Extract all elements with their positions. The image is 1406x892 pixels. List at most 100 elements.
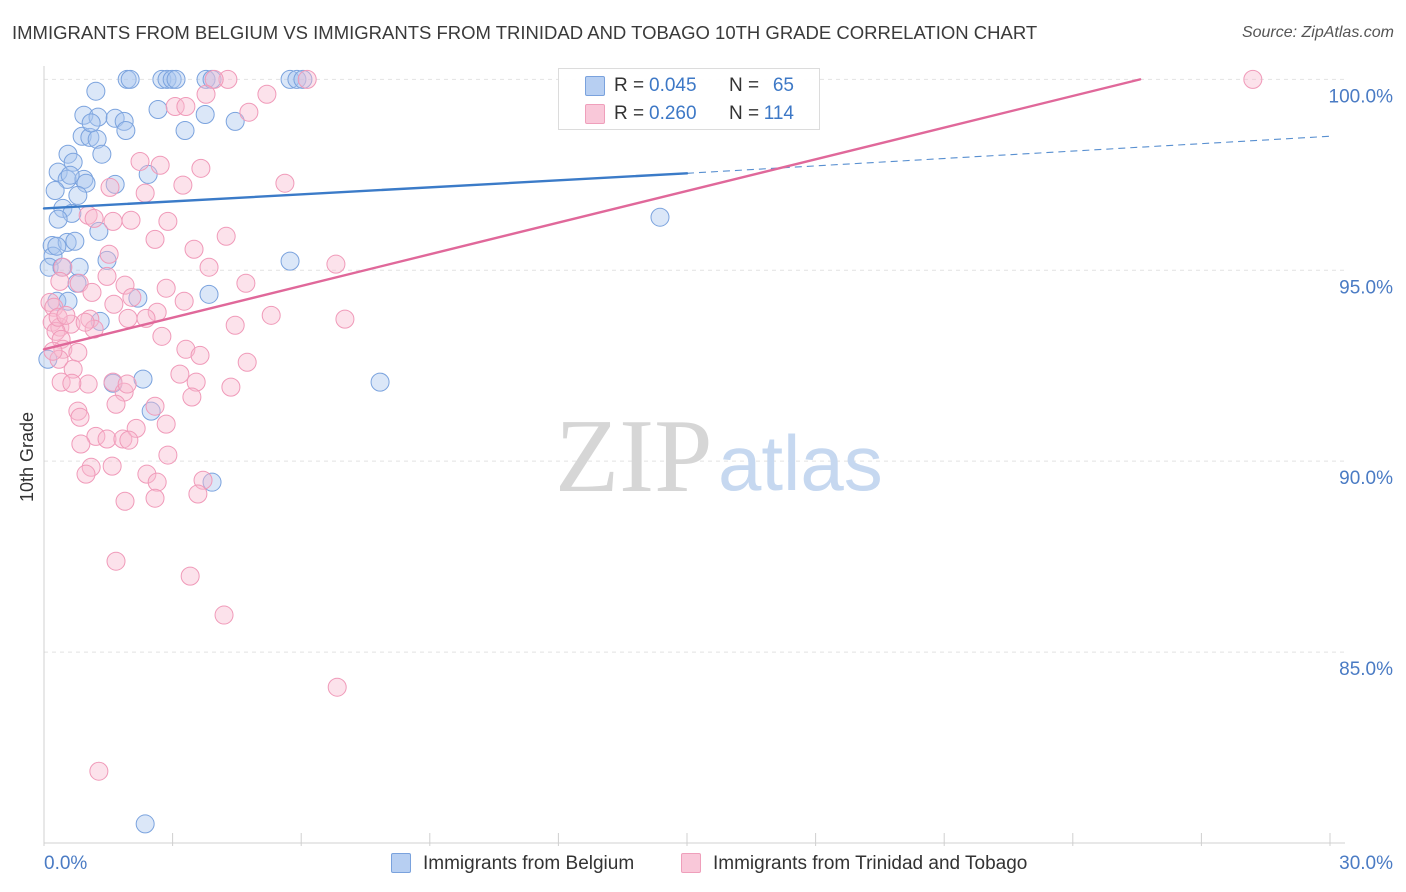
trinidad-point	[275, 173, 295, 193]
x-tick-label: 30.0%	[1339, 853, 1393, 874]
trinidad-point	[119, 430, 139, 450]
legend-n-label: N =	[729, 103, 760, 124]
belgium-point	[80, 127, 100, 147]
trinidad-point	[102, 456, 122, 476]
axes-layer	[43, 66, 1345, 846]
trinidad-point	[176, 96, 196, 116]
trinidad-point	[115, 275, 135, 295]
belgium-point	[166, 69, 186, 89]
trinidad-point	[152, 326, 172, 346]
belgium-point	[293, 69, 313, 89]
trinidad-point	[117, 374, 137, 394]
trinidad-point	[191, 158, 211, 178]
belgium-point	[47, 236, 67, 256]
correlation-legend: R = 0.045 N = 65 R = 0.260 N = 114	[558, 68, 820, 130]
belgium-trend-line	[42, 172, 689, 210]
trinidad-point	[156, 278, 176, 298]
trinidad-point	[218, 69, 238, 89]
trinidad-point	[137, 464, 157, 484]
belgium-point	[69, 257, 89, 277]
belgium-point	[195, 104, 215, 124]
legend-n-value-trinidad: 114	[763, 103, 794, 124]
trinidad-point	[335, 309, 355, 329]
trinidad-point	[1243, 69, 1263, 89]
legend-n-label: N =	[729, 75, 760, 96]
trinidad-point	[82, 282, 102, 302]
trinidad-point	[135, 183, 155, 203]
trinidad-point	[173, 175, 193, 195]
trinidad-trend-line	[42, 78, 1142, 351]
belgium-point	[87, 129, 107, 149]
belgium-point	[89, 221, 109, 241]
trinidad-point	[53, 257, 73, 277]
trinidad-point	[174, 291, 194, 311]
trinidad-point	[89, 761, 109, 781]
trinidad-point	[199, 257, 219, 277]
trinidad-point	[204, 69, 224, 89]
trinidad-point	[145, 396, 165, 416]
belgium-point	[148, 100, 168, 120]
belgium-point	[105, 174, 125, 194]
trinidad-point	[97, 266, 117, 286]
trinidad-point	[97, 429, 117, 449]
trinidad-point	[75, 312, 95, 332]
x-tick-label: 0.0%	[44, 853, 87, 874]
points-layer	[38, 69, 1263, 834]
trinidad-point	[122, 287, 142, 307]
belgium-point	[92, 144, 112, 164]
belgium-point	[135, 814, 155, 834]
belgium-point	[68, 185, 88, 205]
belgium-point	[196, 69, 216, 89]
legend-n-value-belgium: 65	[772, 75, 794, 96]
legend-r-label: R =	[614, 75, 645, 96]
bottom-legend-swatch-trinidad	[681, 853, 701, 873]
trinidad-point	[63, 359, 83, 379]
trinidad-point	[121, 210, 141, 230]
trinidad-point	[225, 315, 245, 335]
trinidad-point	[69, 273, 89, 293]
trinidad-point	[115, 491, 135, 511]
belgium-point	[72, 126, 92, 146]
watermark-layer: ZIP atlas	[555, 397, 883, 514]
trinidad-point	[126, 418, 146, 438]
belgium-point	[199, 284, 219, 304]
trinidad-point	[186, 372, 206, 392]
trinidad-point	[188, 484, 208, 504]
belgium-point	[128, 288, 148, 308]
trinidad-point	[62, 373, 82, 393]
trinidad-point	[130, 151, 150, 171]
belgium-point	[45, 180, 65, 200]
trinidad-point	[100, 177, 120, 197]
watermark-zip: ZIP	[555, 397, 713, 514]
trinidad-point	[190, 345, 210, 365]
trinidad-point	[103, 211, 123, 231]
belgium-point	[60, 165, 80, 185]
belgium-point	[133, 369, 153, 389]
trinidad-point	[156, 414, 176, 434]
trinidad-point	[158, 445, 178, 465]
y-tick-label: 85.0%	[1339, 659, 1393, 680]
y-axis-title: 10th Grade	[17, 412, 37, 502]
belgium-point	[48, 209, 68, 229]
bottom-legend-label-trinidad: Immigrants from Trinidad and Tobago	[713, 853, 1028, 874]
bottom-legend-swatch-belgium	[391, 853, 411, 873]
trinidad-point	[50, 271, 70, 291]
trinidad-point	[68, 342, 88, 362]
belgium-point	[81, 113, 101, 133]
trinidad-point	[221, 377, 241, 397]
trinidad-point	[113, 429, 133, 449]
trinidad-point	[184, 239, 204, 259]
tick-labels-layer: 100.0% 95.0% 90.0% 85.0% 0.0% 30.0%	[44, 86, 1393, 874]
trinidad-point	[326, 254, 346, 274]
trinidad-point	[78, 374, 98, 394]
trinidad-point	[70, 407, 90, 427]
legend-r-value-belgium: 0.045	[649, 75, 697, 96]
trinidad-point	[297, 69, 317, 89]
belgium-point	[152, 69, 172, 89]
trinidad-point	[165, 96, 185, 116]
trinidad-point	[170, 364, 190, 384]
trend-lines-layer	[42, 78, 1331, 351]
chart-source: Source: ZipAtlas.com	[1241, 24, 1394, 41]
legend-swatch-belgium	[585, 76, 605, 96]
